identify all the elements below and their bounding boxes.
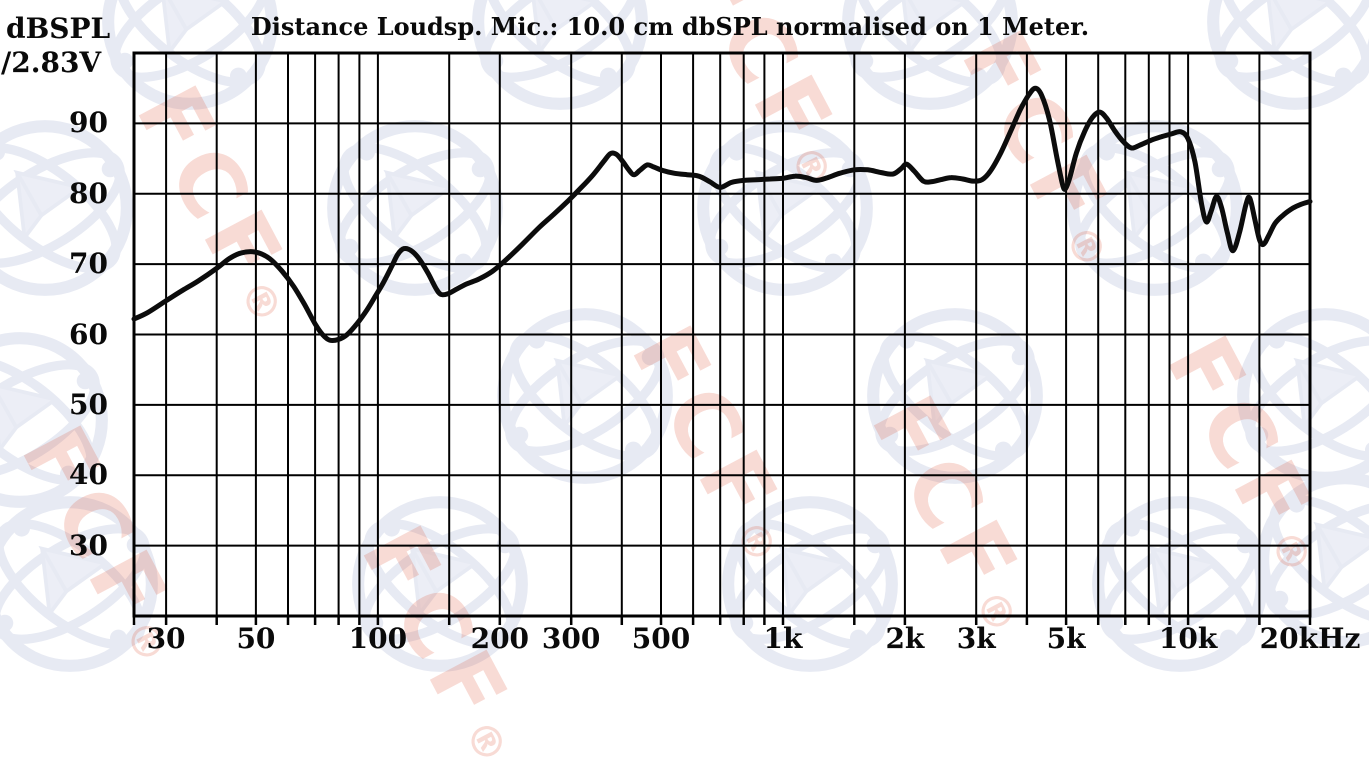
y-axis-unit-line2: /2.83V [1, 46, 102, 79]
chart-title: Distance Loudsp. Mic.: 10.0 cm dbSPL nor… [250, 12, 1090, 41]
globe-orbit-icon [867, 308, 1043, 484]
x-tick-label-2k: 2k [885, 622, 925, 655]
x-tick-label-3k: 3k [956, 622, 996, 655]
x-tick-label-20kHz: 20kHz [1259, 622, 1361, 655]
globe-orbit-icon [0, 332, 108, 508]
spl-response-curve [131, 85, 1313, 344]
x-tick-label-50: 50 [236, 622, 276, 655]
y-tick-label-60: 60 [69, 317, 108, 351]
x-tick-label-200: 200 [470, 622, 530, 655]
watermark-globe-logo [862, 303, 1048, 489]
x-tick-label-300: 300 [541, 622, 601, 655]
y-tick-label-40: 40 [69, 458, 108, 492]
globe-orbit-icon [497, 308, 673, 484]
plot-border [132, 51, 1312, 618]
x-tick-label-1k: 1k [763, 622, 803, 655]
globe-orbit-icon [697, 120, 873, 296]
x-tick-label-100: 100 [348, 622, 408, 655]
x-tick-label-30: 30 [146, 622, 186, 655]
watermark-globe-logo [492, 303, 678, 489]
globe-orbit-icon [1257, 472, 1369, 648]
y-tick-label-30: 30 [69, 528, 108, 562]
y-tick-label-90: 90 [69, 106, 108, 140]
chart-svg [131, 51, 1313, 625]
y-tick-label-50: 50 [69, 387, 108, 421]
watermark-globe-logo [0, 327, 113, 513]
label-layer: dBSPL /2.83V Distance Loudsp. Mic.: 10.0… [1, 12, 1361, 655]
watermark-globe-logo [837, 0, 1023, 115]
y-tick-label-70: 70 [69, 247, 108, 281]
watermark-globe-logo [0, 115, 138, 301]
globe-orbit-icon [102, 0, 278, 110]
watermark-globe-logo [97, 0, 283, 115]
globe-orbit-icon [1207, 0, 1369, 110]
globe-orbit-icon [0, 120, 133, 296]
x-tick-label-10k: 10k [1158, 622, 1218, 655]
x-tick-label-500: 500 [631, 622, 691, 655]
globe-orbit-icon [0, 496, 158, 672]
globe-orbit-icon [842, 0, 1018, 110]
y-tick-label-80: 80 [69, 176, 108, 210]
x-tick-label-5k: 5k [1046, 622, 1086, 655]
watermark-globe-logo [0, 491, 163, 677]
watermark-globe-logo [1202, 0, 1369, 115]
watermark-globe-logo [1252, 467, 1369, 653]
watermark-globe-logo [692, 115, 878, 301]
y-axis-unit-line1: dBSPL [6, 12, 111, 45]
